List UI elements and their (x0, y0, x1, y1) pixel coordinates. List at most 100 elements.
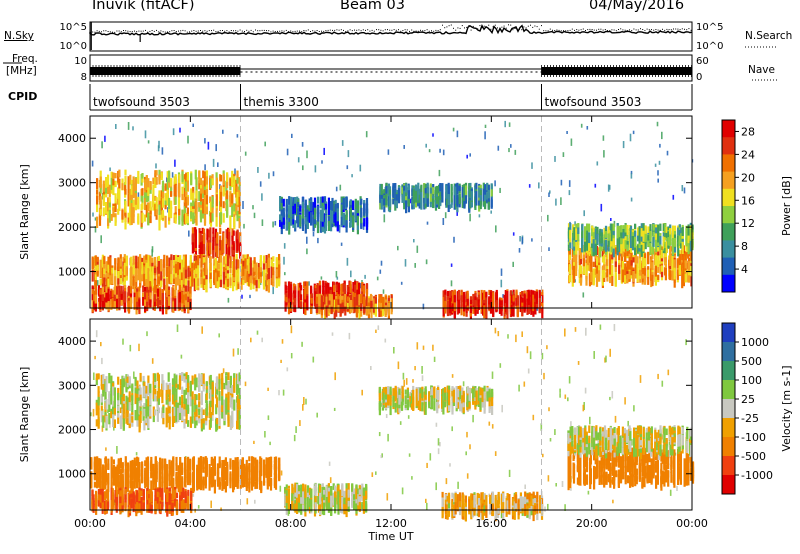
search-noise-dot (499, 28, 501, 30)
echo-cell (488, 300, 491, 311)
echo-cell (436, 196, 439, 204)
echo-cell (424, 196, 427, 204)
echo-cell (96, 189, 99, 195)
echo-cell (179, 269, 182, 279)
search-noise-dot (310, 31, 311, 32)
search-noise-dot (294, 30, 296, 32)
echo-cell (312, 208, 315, 215)
echo-cell (488, 289, 491, 295)
echo-cell (673, 267, 676, 280)
search-noise-dot (211, 30, 212, 32)
echo-cell (321, 210, 324, 222)
echo-cell (236, 215, 239, 222)
echo-cell (178, 182, 181, 193)
echo-cell (146, 286, 149, 293)
echo-cell (598, 252, 601, 263)
search-noise-dot (299, 30, 300, 32)
echo-cell (548, 247, 550, 251)
echo-cell (97, 285, 101, 296)
echo-cell (578, 260, 581, 274)
search-noise-dot (334, 29, 336, 31)
echo-cell (147, 140, 150, 144)
echo-cell (189, 287, 192, 295)
echo-cell (634, 264, 637, 274)
echo-cell (492, 303, 495, 309)
echo-cell (178, 187, 181, 197)
echo-cell (117, 271, 120, 277)
echo-cell (344, 294, 347, 307)
echo-cell (205, 255, 208, 267)
echo-cell (127, 217, 130, 223)
search-noise-dot (281, 30, 283, 32)
echo-cell (91, 300, 94, 310)
echo-cell (466, 298, 469, 306)
echo-cell (304, 215, 307, 225)
echo-cell (127, 286, 131, 296)
search-noise-dot (554, 30, 556, 31)
echo-cell (153, 285, 156, 295)
echo-cell (578, 249, 581, 256)
search-noise-dot (118, 30, 120, 32)
echo-cell (132, 276, 135, 289)
search-noise-dot (637, 29, 639, 31)
echo-cell (321, 205, 324, 214)
echo-cell (259, 272, 262, 281)
echo-cell (671, 259, 674, 271)
search-noise-dot (107, 31, 109, 32)
echo-cell (534, 293, 537, 299)
echo-cell (504, 306, 507, 313)
echo-cell (566, 131, 568, 134)
echo-cell (219, 191, 223, 199)
echo-cell (183, 174, 186, 182)
search-noise-dot (395, 29, 397, 31)
echo-cell (167, 207, 169, 213)
search-noise-dot (349, 29, 351, 31)
echo-cell (258, 267, 261, 280)
search-noise-dot (527, 25, 529, 27)
freq-tick-right-bottom: 0 (696, 72, 702, 83)
echo-cell (154, 170, 157, 178)
echo-cell (119, 268, 122, 276)
echo-cell (500, 268, 503, 276)
echo-cell (521, 297, 524, 303)
echo-cell (189, 255, 192, 268)
echo-cell (205, 189, 208, 196)
echo-cell (149, 286, 152, 293)
echo-cell (464, 190, 468, 202)
echo-cell (297, 157, 300, 163)
echo-cell (292, 302, 295, 312)
echo-cell (179, 278, 182, 286)
echo-cell (346, 165, 349, 170)
echo-cell (129, 217, 132, 225)
echo-cell (109, 167, 111, 172)
echo-cell (484, 187, 487, 197)
echo-cell (475, 191, 478, 201)
echo-cell (178, 212, 181, 225)
echo-cell (681, 275, 684, 289)
echo-cell (216, 245, 219, 257)
echo-cell (292, 222, 295, 228)
echo-cell (203, 268, 206, 276)
echo-cell (588, 262, 592, 272)
echo-cell (477, 299, 480, 310)
echo-cell (390, 298, 393, 309)
echo-cell (155, 197, 158, 210)
echo-cell (149, 201, 152, 211)
echo-cell (154, 173, 157, 185)
echo-cell (609, 258, 612, 265)
echo-cell (138, 291, 141, 298)
echo-cell (630, 252, 633, 261)
search-noise-dot (640, 28, 641, 30)
search-noise-dot (184, 30, 186, 32)
echo-cell (257, 167, 259, 173)
echo-cell (562, 152, 565, 157)
echo-cell (212, 231, 215, 242)
echo-cell (199, 177, 203, 185)
echo-cell (187, 291, 190, 297)
echo-cell (172, 278, 176, 285)
echo-cell (253, 269, 256, 276)
search-noise-dot (175, 31, 177, 32)
echo-cell (180, 278, 184, 288)
echo-cell (192, 200, 195, 207)
search-noise-dot (488, 24, 490, 26)
